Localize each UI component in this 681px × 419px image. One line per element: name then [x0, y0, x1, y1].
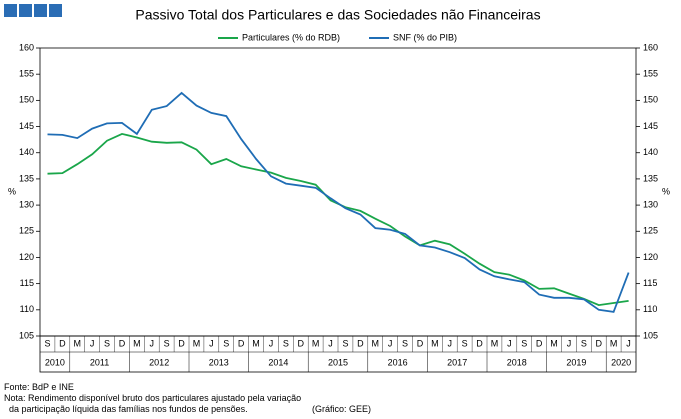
- x-tick-label: D: [596, 338, 603, 348]
- y2-tick-label: 105: [643, 330, 658, 340]
- logo-square: [49, 4, 62, 17]
- chart: Passivo Total dos Particulares e das Soc…: [4, 4, 670, 373]
- y2-tick-label: 150: [643, 95, 658, 105]
- x-tick-label: D: [298, 338, 305, 348]
- legend-label: Particulares (% do RDB): [242, 32, 340, 42]
- x-tick-label: D: [238, 338, 245, 348]
- x-tick-label: J: [507, 338, 512, 348]
- y-tick-label: 110: [20, 304, 34, 314]
- note: Nota: Rendimento disponível bruto dos pa…: [4, 393, 302, 403]
- x-tick-label: M: [431, 338, 439, 348]
- x-tick-label: S: [342, 338, 348, 348]
- y-tick-label: 125: [19, 226, 34, 236]
- x-tick-label: J: [626, 338, 631, 348]
- x-tick-label: J: [567, 338, 572, 348]
- year-label: 2019: [566, 357, 586, 367]
- x-tick-label: S: [402, 338, 408, 348]
- x-tick-label: S: [223, 338, 229, 348]
- x-tick-label: S: [462, 338, 468, 348]
- year-label: 2018: [507, 357, 527, 367]
- y2-tick-label: 125: [643, 226, 658, 236]
- x-tick-label: M: [491, 338, 499, 348]
- y2-tick-label: 140: [643, 147, 658, 157]
- y-tick-label: 150: [19, 95, 34, 105]
- year-label: 2013: [209, 357, 229, 367]
- x-tick-label: S: [164, 338, 170, 348]
- x-tick-label: J: [388, 338, 393, 348]
- x-tick-label: D: [119, 338, 126, 348]
- y2-tick-label: 130: [643, 199, 658, 209]
- x-tick-label: S: [581, 338, 587, 348]
- x-tick-label: S: [521, 338, 527, 348]
- logo-square: [34, 4, 47, 17]
- y-tick-label: 135: [19, 173, 34, 183]
- x-tick-label: J: [448, 338, 453, 348]
- x-tick-label: M: [610, 338, 618, 348]
- x-tick-label: M: [193, 338, 201, 348]
- x-tick-label: S: [283, 338, 289, 348]
- x-tick-label: D: [536, 338, 543, 348]
- y-tick-label: 130: [19, 199, 34, 209]
- y-tick-label: 140: [19, 147, 34, 157]
- legend-label: SNF (% do PIB): [393, 32, 457, 42]
- year-label: 2010: [45, 357, 65, 367]
- x-tick-label: J: [269, 338, 274, 348]
- year-label: 2012: [149, 357, 169, 367]
- year-label: 2016: [388, 357, 408, 367]
- y2-tick-label: 160: [643, 42, 658, 52]
- series-line: [47, 91, 630, 313]
- x-tick-label: D: [417, 338, 424, 348]
- y2-tick-label: 115: [643, 278, 657, 288]
- year-label: 2020: [611, 357, 631, 367]
- credit: (Gráfico: GEE): [312, 404, 372, 414]
- y-tick-label: 120: [19, 252, 34, 262]
- x-tick-label: J: [209, 338, 214, 348]
- chart-title: Passivo Total dos Particulares e das Soc…: [135, 7, 540, 23]
- x-tick-label: J: [90, 338, 95, 348]
- y2-axis-label: %: [662, 186, 670, 196]
- y2-tick-label: 110: [643, 304, 657, 314]
- y2-tick-label: 145: [643, 121, 658, 131]
- x-tick-label: D: [476, 338, 483, 348]
- x-tick-label: D: [357, 338, 364, 348]
- x-tick-label: S: [104, 338, 110, 348]
- x-tick-label: M: [133, 338, 141, 348]
- year-label: 2015: [328, 357, 348, 367]
- y-tick-label: 145: [19, 121, 34, 131]
- y-axis-label: %: [8, 186, 16, 196]
- x-tick-label: M: [372, 338, 380, 348]
- y-tick-label: 160: [19, 42, 34, 52]
- series-line: [47, 132, 629, 307]
- y-tick-label: 105: [19, 330, 34, 340]
- x-tick-label: M: [252, 338, 260, 348]
- x-tick-label: J: [328, 338, 333, 348]
- x-tick-label: S: [44, 338, 50, 348]
- logo-square: [19, 4, 32, 17]
- x-tick-label: M: [550, 338, 558, 348]
- y-tick-label: 115: [20, 278, 34, 288]
- year-label: 2017: [447, 357, 467, 367]
- plot-frame: [39, 47, 637, 337]
- x-tick-label: M: [312, 338, 320, 348]
- year-label: 2011: [90, 357, 109, 367]
- logo-square: [4, 4, 17, 17]
- x-tick-label: D: [178, 338, 185, 348]
- y2-tick-label: 120: [643, 252, 658, 262]
- x-tick-label: M: [74, 338, 82, 348]
- year-label: 2014: [268, 357, 288, 367]
- source: Fonte: BdP e INE: [4, 382, 74, 392]
- note: da participação líquida das famílias nos…: [9, 404, 248, 414]
- y2-tick-label: 155: [643, 69, 658, 79]
- y2-tick-label: 135: [643, 173, 658, 183]
- x-tick-label: D: [59, 338, 66, 348]
- x-tick-label: J: [150, 338, 155, 348]
- y-tick-label: 155: [19, 69, 34, 79]
